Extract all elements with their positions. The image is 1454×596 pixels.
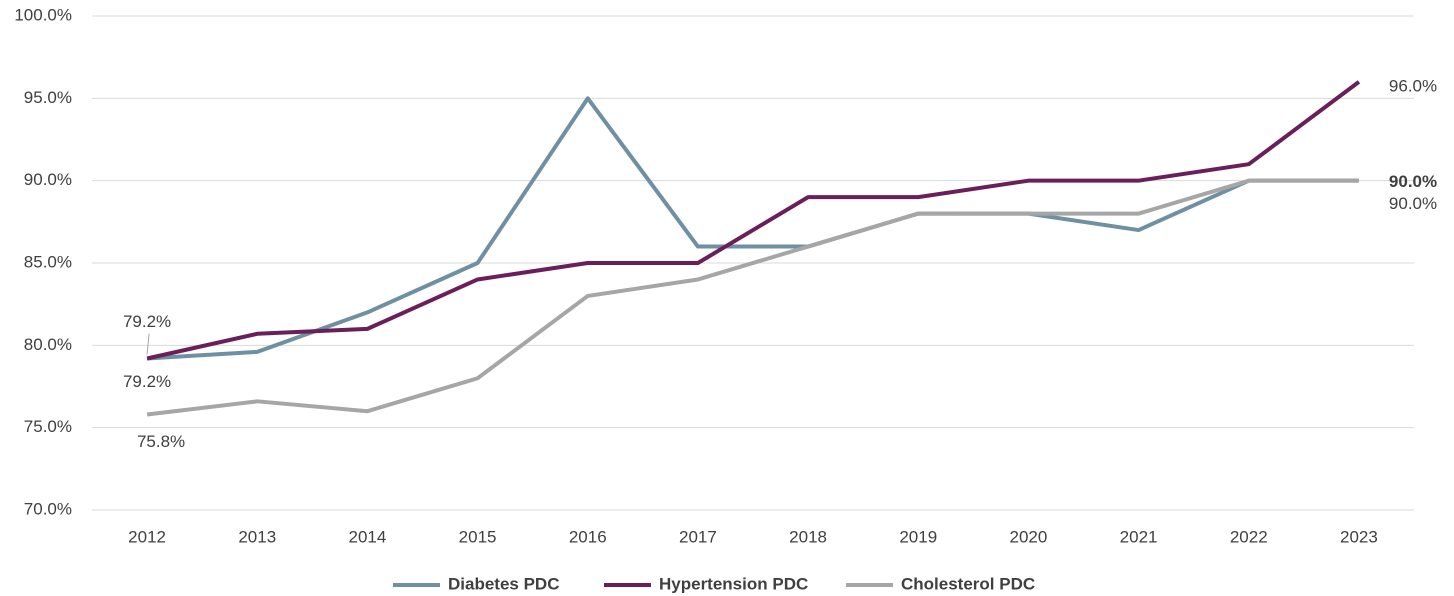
x-tick-label: 2022 xyxy=(1230,527,1268,546)
x-tick-label: 2014 xyxy=(349,527,387,546)
data-label: 79.2% xyxy=(123,372,171,391)
leader-line xyxy=(146,333,150,355)
x-tick-label: 2019 xyxy=(899,527,937,546)
y-tick-label: 90.0% xyxy=(24,170,72,189)
x-tick-label: 2023 xyxy=(1340,527,1378,546)
series-line xyxy=(146,80,1361,361)
data-label: 90.0% xyxy=(1389,172,1437,191)
legend-label: Hypertension PDC xyxy=(659,574,808,593)
x-tick-label: 2013 xyxy=(238,527,276,546)
x-tick-label: 2018 xyxy=(789,527,827,546)
y-tick-label: 85.0% xyxy=(24,252,72,271)
x-tick-label: 2015 xyxy=(459,527,497,546)
legend-label: Cholesterol PDC xyxy=(901,574,1035,593)
y-tick-label: 75.0% xyxy=(24,417,72,436)
series-line xyxy=(146,178,1359,417)
x-tick-label: 2020 xyxy=(1010,527,1048,546)
data-label: 96.0% xyxy=(1389,76,1437,95)
data-label: 75.8% xyxy=(137,432,185,451)
y-tick-label: 100.0% xyxy=(14,5,72,24)
y-tick-label: 80.0% xyxy=(24,335,72,354)
series-line xyxy=(146,96,1359,361)
y-tick-label: 70.0% xyxy=(24,499,72,518)
legend-label: Diabetes PDC xyxy=(448,574,559,593)
x-tick-label: 2021 xyxy=(1120,527,1158,546)
data-label: 79.2% xyxy=(123,312,171,331)
x-tick-label: 2012 xyxy=(128,527,166,546)
x-tick-label: 2016 xyxy=(569,527,607,546)
y-tick-label: 95.0% xyxy=(24,88,72,107)
data-label: 90.0% xyxy=(1389,194,1437,213)
x-tick-label: 2017 xyxy=(679,527,717,546)
